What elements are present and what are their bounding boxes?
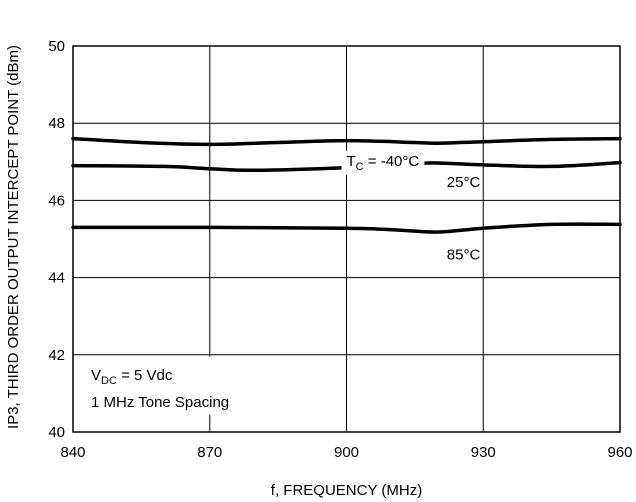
series-label-2-main: 85°C <box>447 246 481 263</box>
y-tick-label-46: 46 <box>48 192 65 209</box>
x-tick-label-960: 960 <box>607 444 632 461</box>
series-label-2: 85°C <box>447 246 481 263</box>
series-label-0-rest: = -40°C <box>364 153 420 170</box>
series-label-0-background <box>341 150 425 175</box>
vdc-annotation: VDC = 5 Vdc <box>91 367 173 387</box>
tone-spacing-annotation: 1 MHz Tone Spacing <box>91 394 229 411</box>
series-labels: TC = -40°C 25°C 85°C <box>341 150 481 263</box>
series-label-1: 25°C <box>447 174 481 191</box>
tick-labels: 840 870 900 930 960 40 42 44 46 48 50 <box>48 38 632 461</box>
grid <box>73 46 620 432</box>
y-tick-label-44: 44 <box>48 270 65 287</box>
x-tick-label-870: 870 <box>197 444 222 461</box>
vdc-subscript: DC <box>101 375 117 387</box>
annotation-background <box>77 356 240 415</box>
series-label-0: TC = -40°C <box>347 153 420 173</box>
series-label-1-main: 25°C <box>447 174 481 191</box>
series-line-0 <box>71 136 622 147</box>
y-tick-label-42: 42 <box>48 347 65 364</box>
x-tick-label-900: 900 <box>334 444 359 461</box>
x-tick-label-930: 930 <box>471 444 496 461</box>
y-tick-label-50: 50 <box>48 38 65 55</box>
plot-frame <box>72 45 621 433</box>
y-tick-label-48: 48 <box>48 115 65 132</box>
conditions-annotation: VDC = 5 Vdc 1 MHz Tone Spacing <box>77 356 240 415</box>
y-axis-title: IP3, THIRD ORDER OUTPUT INTERCEPT POINT … <box>5 45 22 429</box>
series-line-2 <box>71 222 622 234</box>
x-axis-title: f, FREQUENCY (MHz) <box>271 482 422 499</box>
vdc-main: V <box>91 367 101 384</box>
series-label-0-main: T <box>347 153 356 170</box>
x-tick-label-840: 840 <box>60 444 85 461</box>
y-tick-label-40: 40 <box>48 424 65 441</box>
series-label-0-subscript: C <box>356 161 364 173</box>
vdc-rest: = 5 Vdc <box>117 367 173 384</box>
